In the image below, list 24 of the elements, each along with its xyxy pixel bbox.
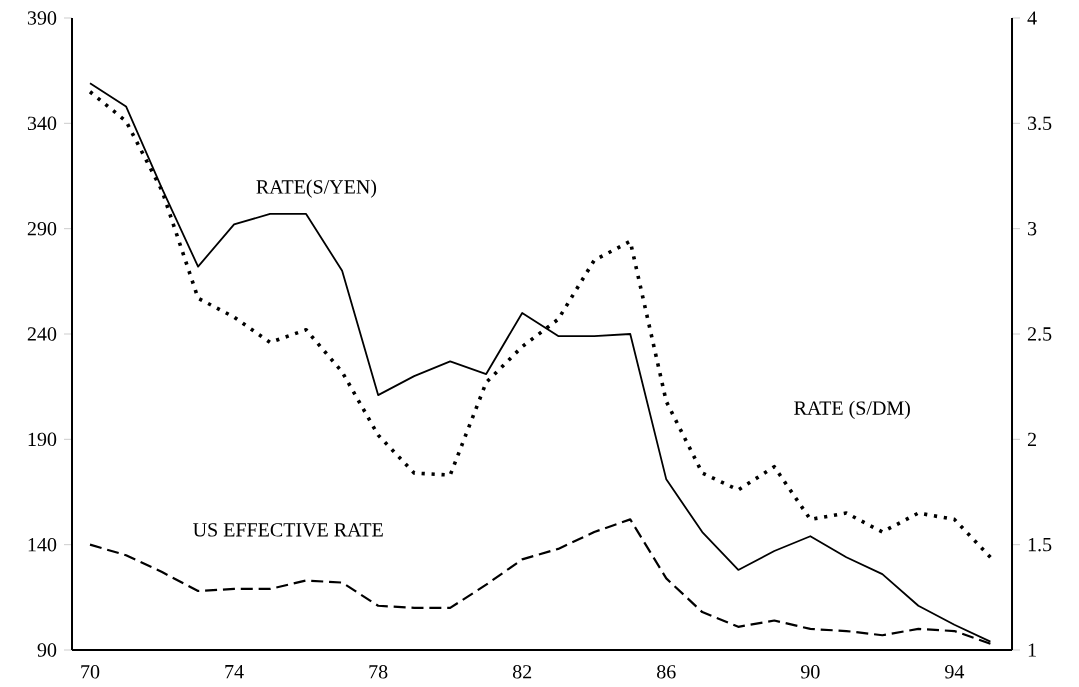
- x-tick-label: 74: [225, 665, 244, 679]
- x-tick-label: 70: [81, 665, 100, 679]
- x-tick-label: 82: [512, 665, 532, 679]
- x-tick-label: 86: [657, 665, 676, 679]
- x-tick-label: 78: [369, 665, 388, 679]
- y2-tick-label: 1.5: [1028, 537, 1052, 552]
- y2-tick-label: 2.5: [1027, 327, 1052, 341]
- x-tick-label: 94: [945, 665, 965, 679]
- y-tick-label: 90: [37, 643, 57, 657]
- y2-tick-label: 3: [1028, 221, 1037, 236]
- series-label: RATE(S/YEN): [256, 179, 377, 198]
- y-tick-label: 390: [27, 11, 57, 25]
- y2-tick-label: 4: [1027, 11, 1037, 25]
- y2-tick-label: 3.5: [1028, 116, 1052, 131]
- x-tick-label: 90: [800, 665, 820, 679]
- y2-tick-label: 2: [1027, 432, 1036, 446]
- text: RATE (S/DM): [794, 400, 910, 419]
- y-tick-label: 340: [27, 116, 57, 131]
- y-tick-label: 290: [27, 221, 57, 236]
- y-tick-label: 240: [27, 327, 57, 341]
- y-tick-label: 140: [28, 537, 57, 552]
- text: US EFFECTIVE RATE: [193, 523, 383, 537]
- y2-tick-label: 1: [1028, 643, 1036, 657]
- y-tick-label: 190: [28, 432, 57, 447]
